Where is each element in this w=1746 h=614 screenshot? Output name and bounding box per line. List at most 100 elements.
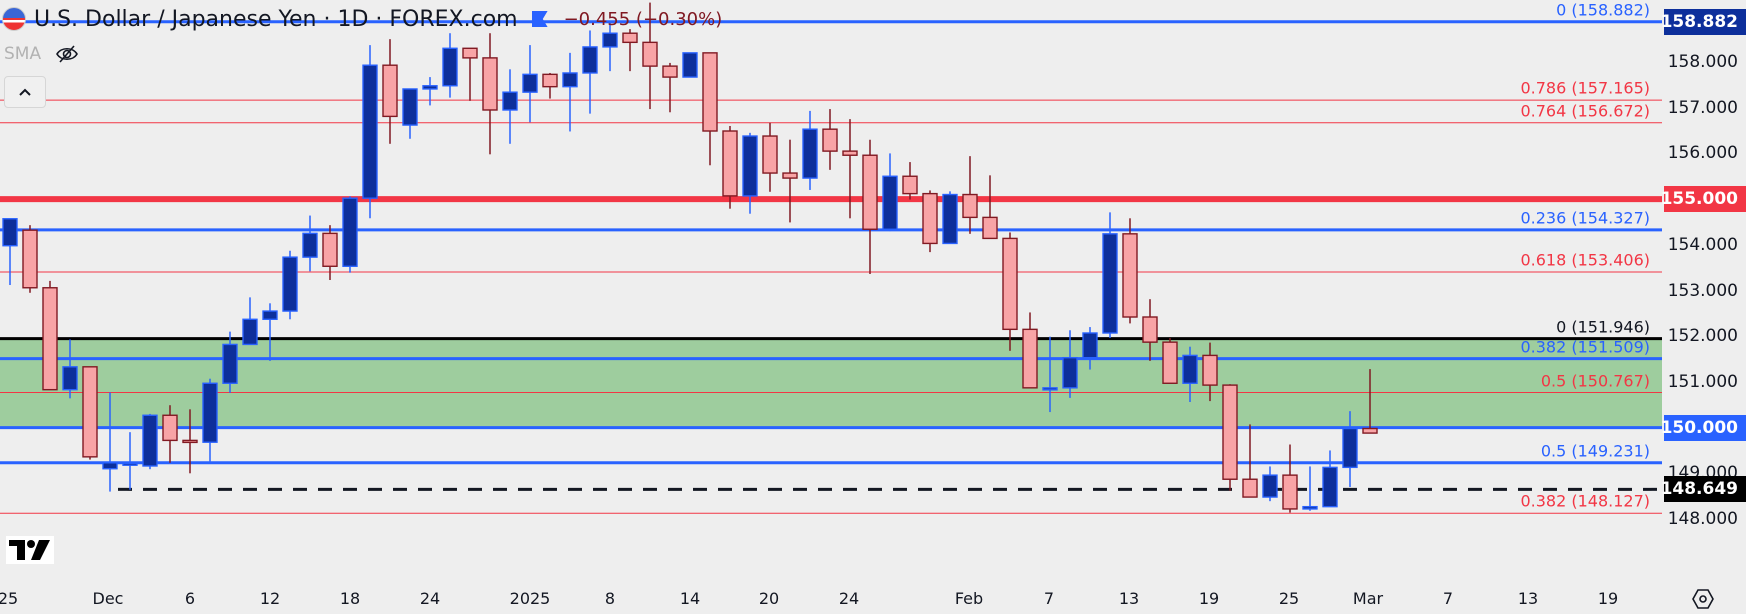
bull-candle bbox=[942, 193, 958, 245]
bear-candle bbox=[1202, 354, 1218, 386]
bear-candle bbox=[1142, 316, 1158, 343]
settings-hexagon-icon[interactable] bbox=[1692, 588, 1714, 610]
support-zone bbox=[0, 338, 1662, 428]
bull-candle bbox=[682, 52, 698, 78]
time-tick: Feb bbox=[954, 589, 984, 608]
bear-candle bbox=[462, 47, 478, 59]
time-axis[interactable]: 25 Dec 6 12 18 24 2025 8 14 20 24 Feb 7 13 19 25 Mar 7 13 1… bbox=[0, 582, 1746, 614]
bear-candle bbox=[82, 366, 98, 458]
time-tick: Mar bbox=[1352, 589, 1384, 608]
time-tick: 19 bbox=[1597, 589, 1619, 608]
bull-candle bbox=[362, 64, 378, 199]
bull-candle bbox=[1102, 233, 1118, 334]
fib-level-label: 0 (151.946) bbox=[1556, 317, 1650, 337]
bear-candle bbox=[622, 32, 638, 44]
bear-candle bbox=[1022, 328, 1038, 389]
bull-candle bbox=[802, 128, 818, 179]
bull-candle bbox=[1182, 354, 1198, 384]
bear-candle bbox=[962, 193, 978, 219]
fib-level-label: 0.618 (153.406) bbox=[1520, 250, 1650, 270]
bull-candle bbox=[1062, 356, 1078, 389]
bull-candle bbox=[522, 73, 538, 93]
us-japan-flag-icon bbox=[2, 7, 26, 31]
price-tick: 151.000 bbox=[1667, 371, 1738, 392]
bull-candle bbox=[422, 85, 438, 90]
bull-candle bbox=[1082, 332, 1098, 359]
bull-candle bbox=[122, 462, 138, 466]
bull-candle bbox=[402, 88, 418, 126]
bear-candle bbox=[1002, 237, 1018, 331]
bear-candle bbox=[822, 128, 838, 152]
bull-candle bbox=[1342, 427, 1358, 469]
price-tag: 155.000 bbox=[1661, 186, 1746, 213]
bear-candle bbox=[762, 135, 778, 174]
bear-candle bbox=[42, 287, 58, 391]
bull-candle bbox=[242, 318, 258, 346]
chart-area[interactable] bbox=[0, 0, 1662, 582]
bear-candle bbox=[702, 52, 718, 132]
time-tick: 7 bbox=[1442, 589, 1454, 608]
bear-candle bbox=[1282, 474, 1298, 510]
price-tag: 148.649 bbox=[1661, 476, 1746, 503]
bull-candle bbox=[1262, 474, 1278, 498]
bull-candle bbox=[222, 343, 238, 384]
bear-candle bbox=[902, 175, 918, 195]
bull-candle bbox=[502, 91, 518, 111]
time-tick: 25 bbox=[1278, 589, 1300, 608]
bull-candle bbox=[262, 310, 278, 320]
fib-level-label: 0.236 (154.327) bbox=[1520, 208, 1650, 228]
indicator-row: SMA bbox=[4, 44, 79, 64]
bear-candle bbox=[1362, 427, 1378, 434]
price-tick: 154.000 bbox=[1667, 234, 1738, 255]
bear-candle bbox=[1122, 233, 1138, 318]
fib-level-label: 0.382 (148.127) bbox=[1520, 491, 1650, 511]
chevron-up-icon bbox=[19, 88, 31, 96]
fib-level-label: 0.764 (156.672) bbox=[1520, 101, 1650, 121]
bull-candle bbox=[62, 366, 78, 391]
bear-candle bbox=[162, 414, 178, 442]
tradingview-logo[interactable] bbox=[6, 536, 54, 568]
sma-indicator-label[interactable]: SMA bbox=[4, 44, 42, 64]
bull-candle bbox=[282, 256, 298, 312]
symbol-title[interactable]: U.S. Dollar / Japanese Yen · 1D · FOREX.… bbox=[34, 6, 518, 32]
bear-candle bbox=[722, 130, 738, 197]
bear-candle bbox=[782, 172, 798, 179]
bear-candle bbox=[662, 65, 678, 78]
time-tick: 13 bbox=[1517, 589, 1539, 608]
price-tick: 157.000 bbox=[1667, 97, 1738, 118]
bull-candle bbox=[2, 218, 18, 247]
bear-candle bbox=[862, 154, 878, 230]
time-tick: 24 bbox=[419, 589, 441, 608]
time-tick: 12 bbox=[259, 589, 281, 608]
bull-candle bbox=[882, 175, 898, 230]
time-tick: 19 bbox=[1198, 589, 1220, 608]
bear-candle bbox=[1222, 384, 1238, 480]
bear-candle bbox=[922, 192, 938, 245]
bear-candle bbox=[1242, 478, 1258, 498]
fib-level-label: 0 (158.882) bbox=[1556, 0, 1650, 20]
bull-candle bbox=[302, 232, 318, 258]
time-tick: 20 bbox=[758, 589, 780, 608]
bear-candle bbox=[542, 73, 558, 88]
price-axis[interactable]: 158.000 157.000 156.000 154.000 153.000 152.0… bbox=[1662, 0, 1746, 582]
bull-candle bbox=[1322, 466, 1338, 508]
time-tick: 7 bbox=[1043, 589, 1055, 608]
collapse-legend-button[interactable] bbox=[4, 76, 46, 108]
flag-marker-icon[interactable] bbox=[531, 11, 548, 27]
price-tick: 148.000 bbox=[1667, 509, 1738, 529]
bear-candle bbox=[22, 229, 38, 289]
eye-hidden-icon[interactable] bbox=[55, 45, 79, 63]
bull-candle bbox=[582, 46, 598, 74]
time-tick: 24 bbox=[838, 589, 860, 608]
bull-candle bbox=[202, 382, 218, 443]
bear-candle bbox=[482, 57, 498, 111]
bull-candle bbox=[742, 135, 758, 197]
time-tick: 13 bbox=[1118, 589, 1140, 608]
symbol-header: U.S. Dollar / Japanese Yen · 1D · FOREX.… bbox=[0, 4, 722, 34]
bull-candle bbox=[1042, 387, 1058, 391]
bull-candle bbox=[142, 414, 158, 467]
candlestick-plot[interactable] bbox=[0, 0, 1662, 582]
bear-candle bbox=[982, 216, 998, 240]
price-tick: 158.000 bbox=[1667, 52, 1738, 72]
price-change: −0.455 (−0.30%) bbox=[563, 8, 723, 30]
